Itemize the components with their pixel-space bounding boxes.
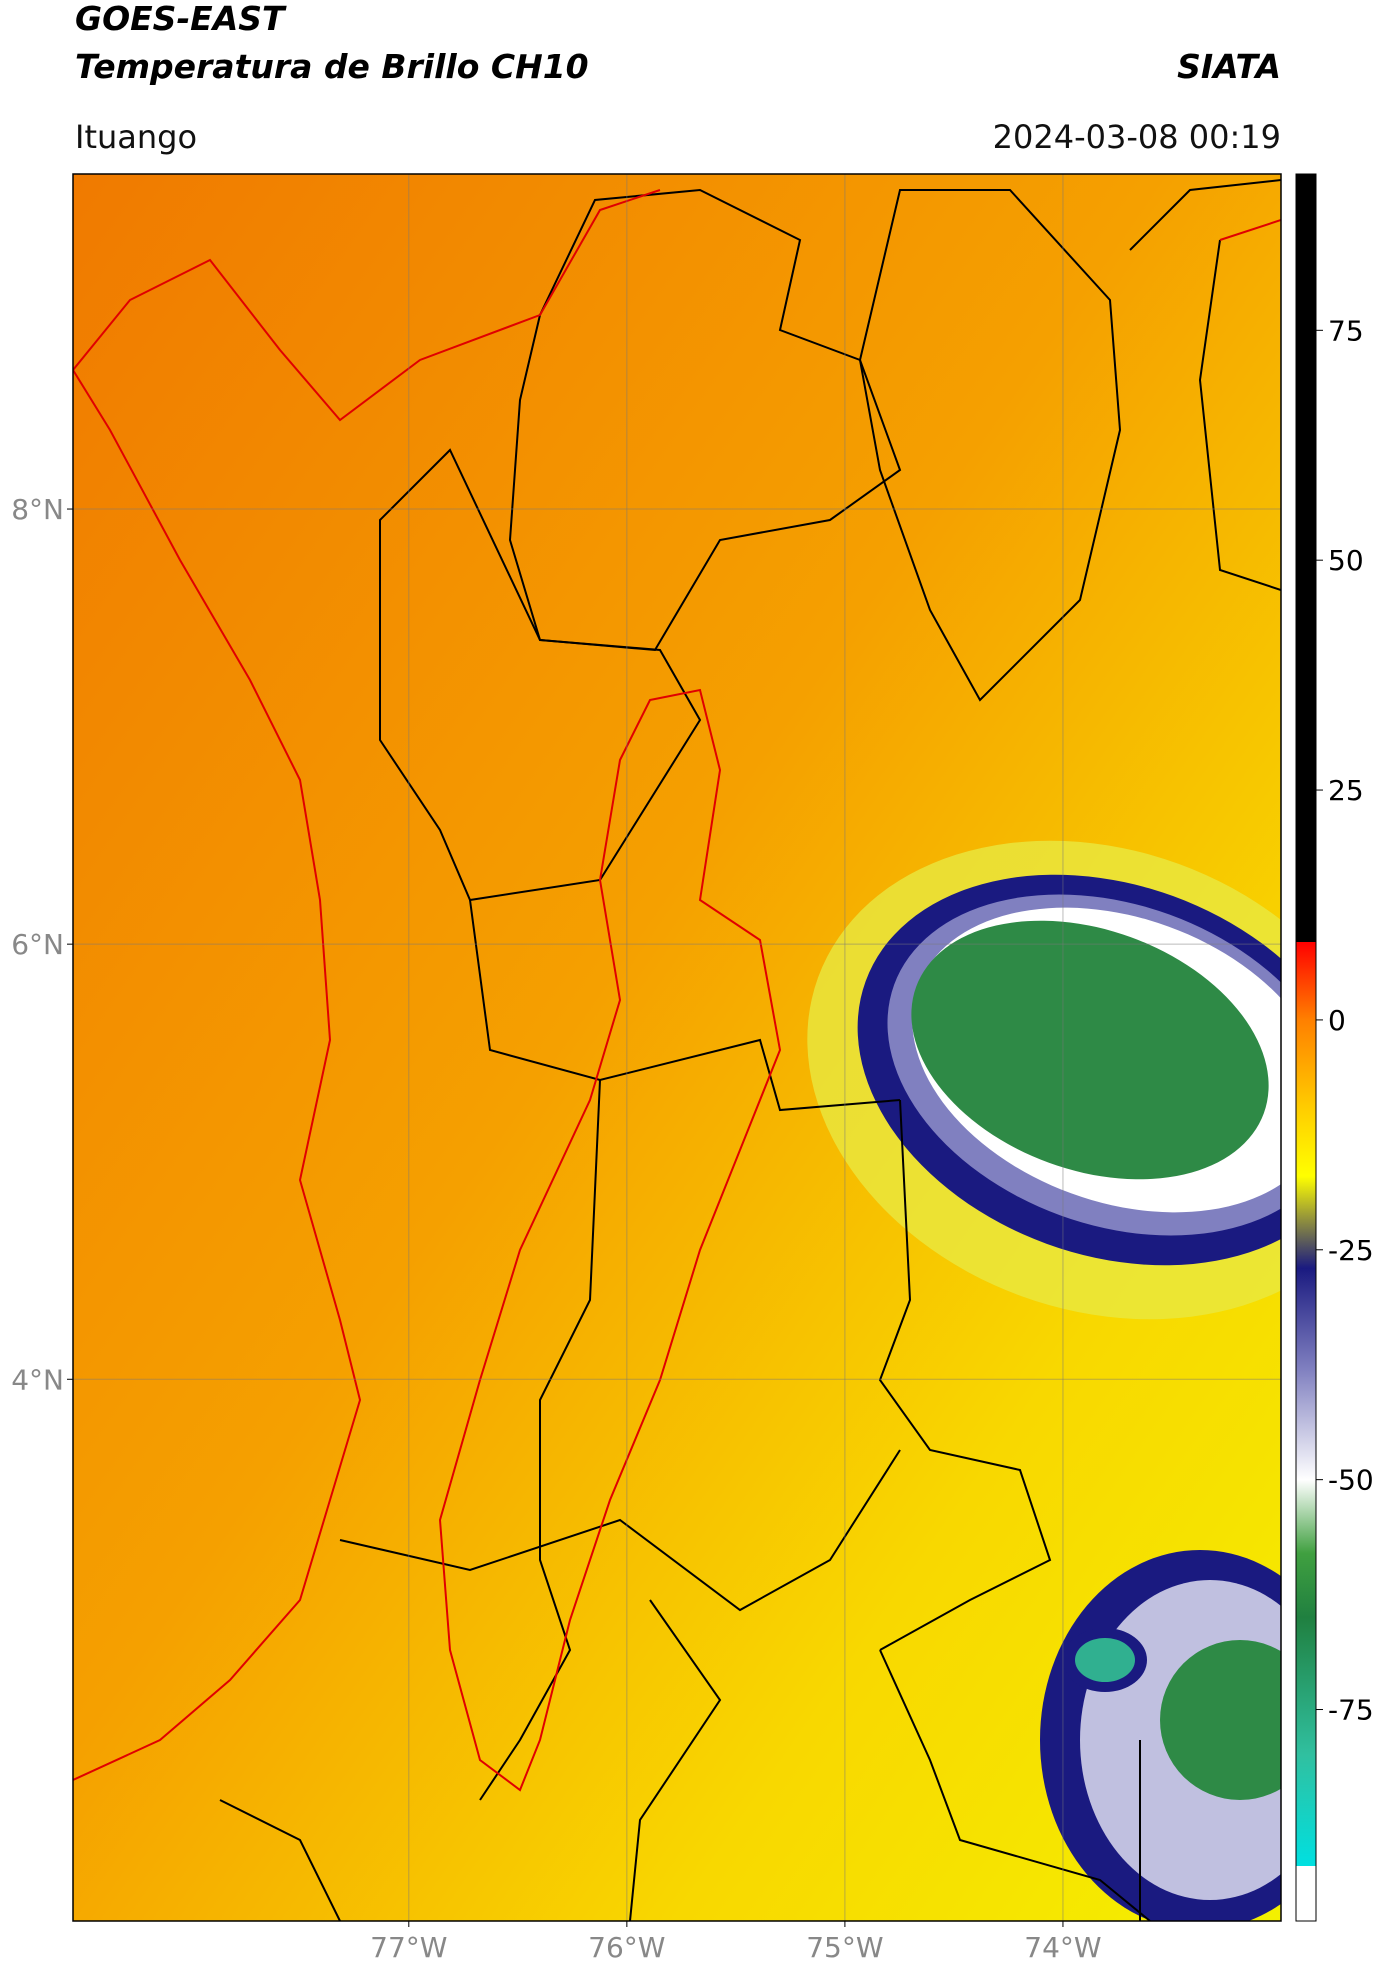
colorbar-tick-label: -75 bbox=[1328, 1694, 1374, 1727]
datetime: 2024-03-08 00:19 bbox=[993, 118, 1281, 156]
lon-tick-label: 74°W bbox=[1024, 1931, 1101, 1964]
title: GOES-EAST bbox=[75, 0, 287, 38]
colorbar bbox=[1295, 173, 1317, 1922]
lat-tick-label: 6°N bbox=[11, 928, 64, 961]
lat-tick-label: 4°N bbox=[11, 1363, 64, 1396]
lon-tick-label: 75°W bbox=[806, 1931, 883, 1964]
colorbar-tick-label: 75 bbox=[1328, 314, 1364, 347]
lat-tick-label: 8°N bbox=[11, 493, 64, 526]
colorbar-tick-label: -50 bbox=[1328, 1464, 1374, 1497]
colorbar-tick-label: 0 bbox=[1328, 1004, 1346, 1037]
colorbar-tick-label: 25 bbox=[1328, 774, 1364, 807]
subtitle: Temperatura de Brillo CH10 bbox=[75, 47, 589, 86]
location: Ituango bbox=[75, 118, 197, 156]
colorbar-tick-label: -25 bbox=[1328, 1234, 1374, 1267]
map-frame bbox=[72, 173, 1282, 1922]
lon-tick-label: 76°W bbox=[588, 1931, 665, 1964]
colorbar-tick-label: 50 bbox=[1328, 544, 1364, 577]
brand: SIATA bbox=[1177, 47, 1281, 86]
map-image bbox=[73, 174, 1281, 1921]
lon-tick-label: 77°W bbox=[370, 1931, 447, 1964]
